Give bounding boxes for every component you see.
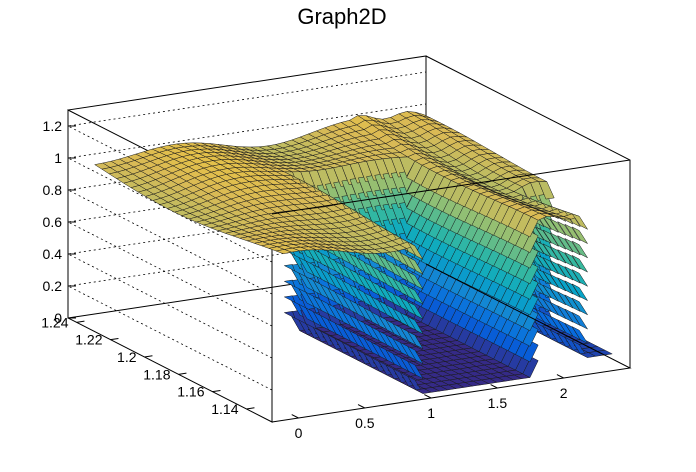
surface-cell <box>571 297 589 316</box>
surface-cell <box>407 286 424 305</box>
surface-cell <box>556 262 574 281</box>
surface-cell <box>535 267 553 286</box>
surface-cell <box>571 311 589 330</box>
z-tick-label: 0.8 <box>43 182 63 198</box>
z-tick-label: 0.4 <box>43 246 63 262</box>
surface-cell <box>556 248 574 267</box>
x-tick-label: 2 <box>560 385 568 401</box>
surface-cell <box>535 253 553 272</box>
surface-cell <box>564 251 581 270</box>
x-tick-label: 0 <box>295 425 303 441</box>
x-tick <box>357 404 366 409</box>
axis-ticks: 00.511.521.141.161.181.21.221.2400.20.40… <box>41 118 568 441</box>
surface-cell <box>564 237 581 256</box>
y-tick-label: 1.2 <box>117 349 137 365</box>
surface-cell <box>538 181 555 200</box>
surface-cell <box>556 220 574 239</box>
y-tick <box>178 372 187 375</box>
surface-cell <box>549 246 567 264</box>
y-tick <box>212 389 221 393</box>
x-tick-label: 1 <box>427 405 435 421</box>
y-tick <box>246 407 255 410</box>
y-tick-label: 1.18 <box>143 366 170 382</box>
surface-cell <box>407 360 424 380</box>
z-tick-label: 0.6 <box>43 214 63 230</box>
surface-cell <box>407 271 424 290</box>
surface-cell <box>542 229 560 247</box>
surface-cell <box>549 218 567 236</box>
surface-cell <box>549 232 567 250</box>
surface-cell <box>542 243 560 261</box>
surface-cell <box>407 345 424 365</box>
surface-mesh <box>94 111 614 395</box>
y-tick <box>76 320 85 323</box>
surface-cell <box>535 240 553 258</box>
surface-cell <box>564 223 581 242</box>
z-tick-label: 1 <box>54 150 62 166</box>
x-tick-label: 0.5 <box>355 415 375 431</box>
y-tick-label: 1.14 <box>211 401 238 417</box>
y-tick-label: 1.16 <box>177 384 204 400</box>
x-tick <box>556 374 564 379</box>
z-tick-label: 0 <box>54 310 62 326</box>
front-frame <box>271 55 632 423</box>
y-tick-label: 1.22 <box>75 332 102 348</box>
surface-cell <box>407 315 424 335</box>
y-tick <box>144 355 153 358</box>
surface-cell <box>571 254 589 273</box>
surface-cell <box>407 301 424 320</box>
x-tick <box>291 414 299 419</box>
surface-cell <box>542 215 560 234</box>
surface-cell <box>564 265 581 284</box>
surface-cell <box>556 277 574 295</box>
surface-cell <box>564 280 581 299</box>
z-gridline <box>66 103 427 263</box>
surface-cell <box>571 325 589 344</box>
surface-cell <box>571 283 589 302</box>
surface-cell <box>542 256 560 275</box>
z-tick-label: 1.2 <box>43 118 63 134</box>
surface-cell <box>571 268 589 287</box>
surface-cell <box>549 273 567 292</box>
surface-cell <box>407 256 424 275</box>
surface-cell <box>549 259 567 278</box>
chart-title: Graph2D <box>297 4 386 29</box>
surface-cell <box>407 241 424 261</box>
surface-cell <box>407 330 424 350</box>
surface-cell <box>571 213 589 230</box>
z-tick-label: 0.2 <box>43 278 63 294</box>
surface-cell <box>571 240 589 259</box>
surface-cell <box>535 226 553 244</box>
y-tick <box>110 337 119 341</box>
surface-cell <box>556 234 574 253</box>
surface-cell <box>571 226 589 245</box>
x-tick-label: 1.5 <box>488 395 508 411</box>
top-front-edge <box>271 159 631 215</box>
y-tick-label: 1.24 <box>41 314 68 330</box>
x-tick <box>490 384 498 389</box>
x-tick <box>424 394 432 399</box>
surface-cell <box>542 270 560 289</box>
